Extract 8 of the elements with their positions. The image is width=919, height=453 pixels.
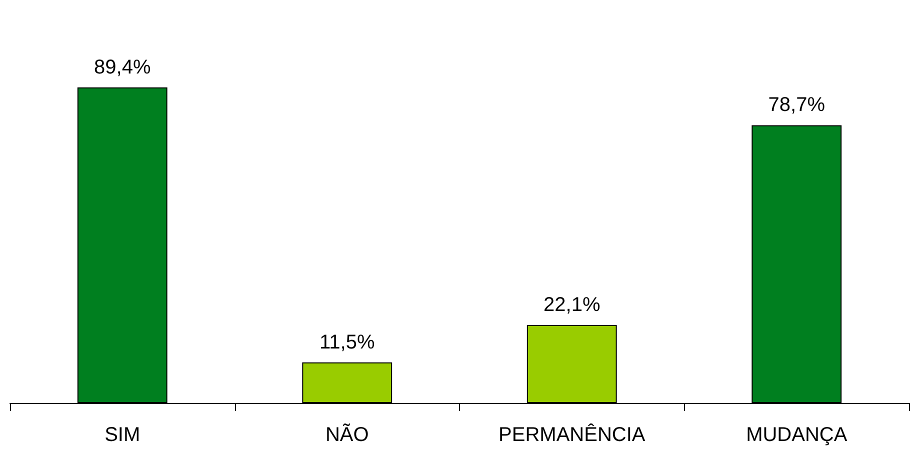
- x-tick-label: PERMANÊNCIA: [498, 423, 646, 446]
- x-tick-label: SIM: [104, 424, 140, 446]
- x-tick-label: NÃO: [325, 423, 369, 446]
- data-label: 89,4%: [94, 56, 151, 78]
- data-label: 22,1%: [544, 294, 600, 316]
- data-label: 11,5%: [320, 331, 375, 354]
- x-tick-label: MUDANÇA: [746, 424, 848, 446]
- data-label: 78,7%: [768, 94, 826, 116]
